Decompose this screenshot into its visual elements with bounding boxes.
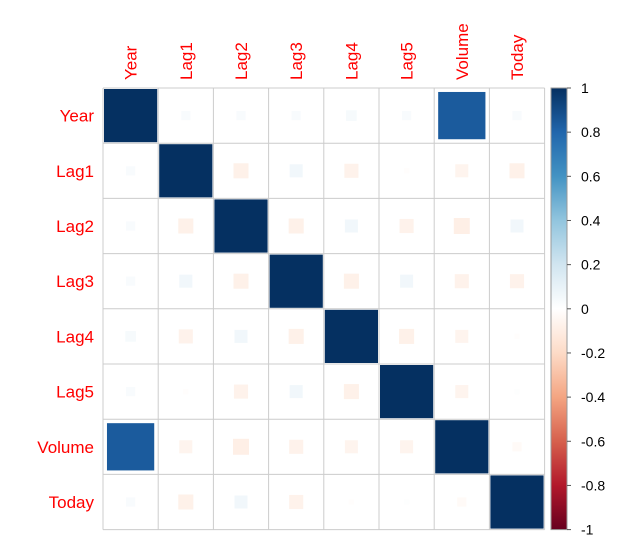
corr-cell-year-lag2	[236, 110, 246, 121]
column-label-lag3: Lag3	[287, 42, 306, 80]
colorbar-tick-label: 0.6	[581, 168, 601, 184]
corr-cell-year-volume	[436, 90, 487, 141]
corr-cell-lag5-year	[125, 386, 136, 397]
column-label-lag5: Lag5	[398, 42, 417, 80]
corr-cell-lag3-lag3	[269, 254, 323, 308]
corr-cell-volume-today	[512, 442, 522, 452]
colorbar-tick-label: -0.2	[581, 345, 605, 361]
row-label-lag4: Lag4	[56, 327, 94, 346]
corr-cell-lag2-lag1	[178, 218, 194, 234]
corr-cell-lag3-lag4	[343, 273, 359, 289]
corr-cell-volume-lag2	[233, 438, 249, 455]
corr-cell-year-lag4	[346, 110, 357, 121]
colorbar-tick-label: -0.8	[581, 477, 605, 493]
corr-cell-volume-year	[105, 421, 156, 472]
corr-cell-today-lag3	[289, 494, 304, 510]
corr-cell-lag4-year	[125, 331, 136, 342]
column-label-year: Year	[122, 45, 141, 80]
corr-cell-lag3-lag5	[400, 274, 414, 288]
corr-cell-today-lag1	[178, 494, 194, 510]
corr-cell-year-lag3	[291, 110, 301, 121]
row-label-lag3: Lag3	[56, 272, 94, 291]
corr-cell-lag5-lag2	[233, 384, 249, 399]
corr-cell-lag1-volume	[455, 164, 469, 178]
corr-cell-volume-lag1	[179, 440, 193, 454]
colorbar-tick-label: 0.4	[581, 212, 601, 228]
corr-cell-lag5-lag1	[183, 388, 189, 395]
row-label-year: Year	[60, 107, 95, 126]
corr-cell-volume-lag4	[344, 440, 358, 454]
corr-cell-volume-volume	[435, 420, 489, 474]
colorbar-tick-label: 0.2	[581, 257, 601, 273]
corr-cell-lag4-lag2	[234, 329, 248, 343]
corr-cell-today-lag5	[403, 499, 410, 505]
corr-cell-lag4-volume	[455, 329, 469, 343]
corr-cell-lag4-lag1	[178, 329, 193, 344]
corr-cell-lag3-today	[509, 274, 525, 289]
colorbar-tick-label: -1	[581, 522, 594, 538]
corr-cell-lag4-lag3	[288, 328, 304, 344]
corr-cell-today-year	[125, 497, 136, 507]
colorbar-tick-label: 0.8	[581, 124, 601, 140]
colorbar-tick-label: -0.4	[581, 389, 605, 405]
corr-cell-lag4-today	[514, 333, 520, 340]
column-label-lag1: Lag1	[177, 42, 196, 80]
corr-cell-lag1-today	[509, 163, 525, 179]
corr-cell-lag3-lag1	[179, 274, 193, 288]
corr-cell-lag3-volume	[454, 274, 469, 289]
corr-cell-year-lag5	[401, 110, 412, 121]
column-label-lag2: Lag2	[232, 42, 251, 80]
row-label-volume: Volume	[37, 438, 94, 457]
corr-cell-lag2-year	[125, 221, 136, 231]
row-label-lag2: Lag2	[56, 217, 94, 236]
corr-cell-lag5-lag3	[289, 385, 303, 399]
column-label-today: Today	[508, 34, 527, 80]
corr-cell-volume-lag3	[289, 439, 304, 454]
corr-cell-lag4-lag5	[399, 328, 415, 344]
corr-cell-lag1-lag3	[289, 164, 303, 178]
corr-cell-lag2-volume	[453, 218, 470, 234]
colorbar-tick-label: 1	[581, 80, 589, 96]
corr-cell-lag5-lag4	[343, 384, 359, 400]
column-label-volume: Volume	[453, 23, 472, 80]
corr-cell-today-volume	[457, 497, 467, 507]
corr-cell-lag2-lag5	[399, 218, 414, 234]
corr-cell-today-today	[490, 475, 544, 529]
colorbar	[550, 87, 568, 531]
row-label-today: Today	[49, 493, 95, 512]
corr-cell-volume-lag5	[400, 440, 414, 454]
corr-cell-today-lag2	[234, 495, 248, 509]
corr-cell-lag1-lag5	[403, 168, 410, 174]
colorbar-tick-label: -0.6	[581, 433, 605, 449]
row-label-lag5: Lag5	[56, 383, 94, 402]
corr-cell-lag3-year	[125, 276, 136, 286]
corr-cell-lag5-lag5	[380, 365, 434, 419]
corr-cell-lag2-lag4	[344, 219, 358, 233]
corr-cell-lag4-lag4	[324, 309, 378, 363]
corr-cell-lag2-lag3	[288, 218, 304, 234]
corr-cell-year-today	[512, 110, 522, 121]
corr-cell-year-year	[104, 89, 158, 143]
corr-cell-lag5-volume	[455, 385, 469, 399]
colorbar-tick-label: 0	[581, 301, 589, 317]
corr-cell-lag1-lag1	[159, 144, 213, 198]
corr-cell-lag5-today	[514, 388, 520, 395]
corr-cell-lag1-lag4	[344, 163, 359, 178]
corr-cell-year-lag1	[181, 110, 191, 121]
row-label-lag1: Lag1	[56, 162, 94, 181]
corr-cell-today-lag4	[348, 499, 355, 505]
corr-cell-lag1-year	[125, 166, 136, 176]
corr-cell-lag2-today	[510, 219, 524, 233]
corr-cell-lag1-lag2	[233, 163, 249, 179]
corr-cell-lag2-lag2	[214, 199, 268, 253]
column-label-lag4: Lag4	[342, 42, 361, 80]
corr-cell-lag3-lag2	[233, 273, 249, 289]
